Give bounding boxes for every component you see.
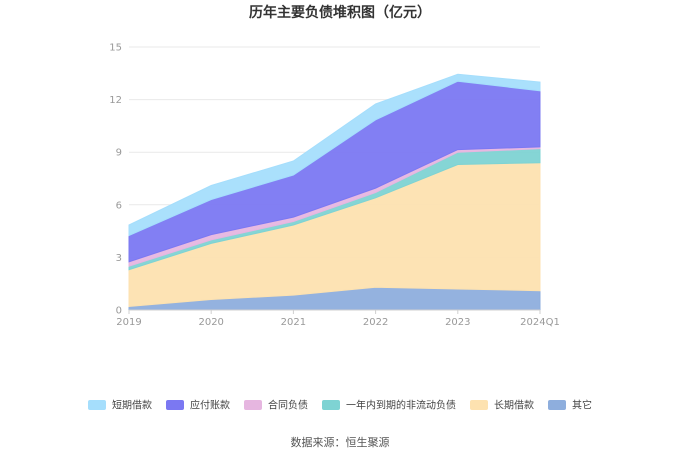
x-tick-label: 2020 [198,317,223,328]
y-tick-label: 9 [116,148,122,159]
x-tick-label: 2021 [281,317,306,328]
y-tick-label: 3 [116,253,122,264]
y-tick-label: 15 [109,43,122,54]
x-tick-label: 2022 [363,317,388,328]
legend-label: 合同负债 [268,399,308,412]
chart-title: 历年主要负债堆积图（亿元） [249,4,431,21]
legend-item[interactable]: 一年内到期的非流动负债 [322,399,456,412]
x-tick-label: 2024Q1 [520,317,560,328]
y-tick-label: 6 [116,200,122,211]
y-tick-label: 0 [116,306,122,317]
legend-item[interactable]: 合同负债 [244,399,308,412]
area-series-5[interactable] [128,73,541,237]
axes: 2019 2020 2021 2022 2023 2024Q1 [116,309,560,328]
legend-label: 一年内到期的非流动负债 [346,399,456,412]
x-tick-label: 2023 [445,317,470,328]
legend-label: 应付账款 [190,399,230,412]
legend-label: 其它 [572,399,592,412]
legend[interactable]: 短期借款 应付账款 合同负债 一年内到期的非流动负债 长期借款 其它 [88,399,592,412]
legend-item[interactable]: 其它 [548,399,592,412]
legend-swatch [88,400,106,410]
legend-item[interactable]: 长期借款 [470,399,534,412]
y-tick-label: 12 [109,95,122,106]
data-source-note: 数据来源：恒生聚源 [291,435,390,449]
legend-label: 短期借款 [112,399,152,412]
legend-item[interactable]: 短期借款 [88,399,152,412]
x-tick-label: 2019 [116,317,141,328]
legend-swatch [322,400,340,410]
legend-swatch [548,400,566,410]
legend-item[interactable]: 应付账款 [166,399,230,412]
legend-swatch [166,400,184,410]
legend-swatch [470,400,488,410]
area-series-group [128,73,541,311]
legend-swatch [244,400,262,410]
legend-label: 长期借款 [494,399,534,412]
